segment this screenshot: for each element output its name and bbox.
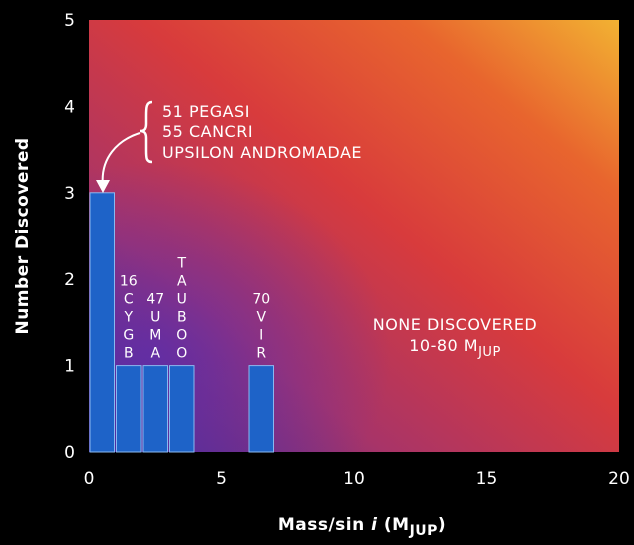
annotation-arrow	[101, 132, 141, 187]
bar-label: V	[256, 310, 266, 326]
y-tick-label: 4	[64, 97, 75, 117]
bar-label: O	[176, 328, 187, 344]
y-tick-label: 5	[64, 11, 75, 31]
bar	[116, 365, 142, 453]
y-tick-label: 2	[64, 270, 75, 290]
y-tick-label: 1	[64, 357, 75, 377]
bar-label: A	[150, 346, 160, 362]
region-note-line-1: NONE DISCOVERED	[373, 315, 538, 334]
x-axis-ticks: 0 5 10 15 20	[84, 469, 630, 489]
x-axis-title-suffix: )	[438, 515, 446, 535]
y-tick-label: 3	[64, 184, 75, 204]
annotation-line-3: UPSILON ANDROMADAE	[162, 143, 362, 162]
annotation-line-1: 51 PEGASI	[162, 102, 250, 121]
bar-label: T	[176, 256, 186, 272]
bar-label: C	[124, 292, 134, 308]
bar	[142, 365, 168, 453]
bar	[89, 192, 115, 453]
bar-label: U	[177, 292, 187, 308]
bar-label: U	[150, 310, 160, 326]
x-axis-title-sub: JUP	[409, 523, 438, 539]
region-note: NONE DISCOVERED 10-80 MJUP	[373, 315, 538, 360]
bar-label: R	[256, 346, 266, 362]
annotation-arrowhead	[96, 180, 110, 193]
x-axis-title-italic: i	[371, 515, 378, 535]
bar-label: 16	[120, 274, 138, 290]
x-axis-title: Mass/sin i (MJUP)	[278, 515, 446, 539]
x-tick-label: 10	[343, 469, 365, 489]
bar-label: B	[177, 310, 187, 326]
bar-label: 70	[252, 292, 270, 308]
y-axis-title: Number Discovered	[13, 137, 33, 334]
bar	[248, 365, 274, 453]
y-axis-ticks: 0 1 2 3 4 5	[64, 11, 75, 463]
bar-label: A	[177, 274, 187, 290]
bar-label: I	[259, 328, 263, 344]
bar-label: B	[124, 346, 134, 362]
x-tick-label: 0	[84, 469, 95, 489]
bar-label: O	[176, 346, 187, 362]
bar-label: 47	[146, 292, 164, 308]
plot-background-glow	[89, 20, 619, 452]
bar	[169, 365, 195, 453]
annotation-brace	[139, 100, 153, 164]
region-note-sub: JUP	[477, 345, 501, 360]
x-tick-label: 5	[216, 469, 227, 489]
bars	[89, 192, 274, 453]
annotation: 51 PEGASI 55 CANCRI UPSILON ANDROMADAE	[96, 100, 362, 193]
region-note-prefix: 10-80 M	[409, 336, 478, 355]
x-axis-title-prefix: Mass/sin	[278, 515, 371, 535]
annotation-line-2: 55 CANCRI	[162, 122, 253, 141]
x-axis-title-middle: (M	[377, 515, 409, 535]
region-note-line-2: 10-80 MJUP	[409, 336, 501, 360]
x-tick-label: 20	[608, 469, 630, 489]
y-tick-label: 0	[64, 443, 75, 463]
bar-label: Y	[123, 310, 133, 326]
x-tick-label: 15	[476, 469, 498, 489]
bar-label: G	[123, 328, 134, 344]
bar-label: M	[149, 328, 161, 344]
